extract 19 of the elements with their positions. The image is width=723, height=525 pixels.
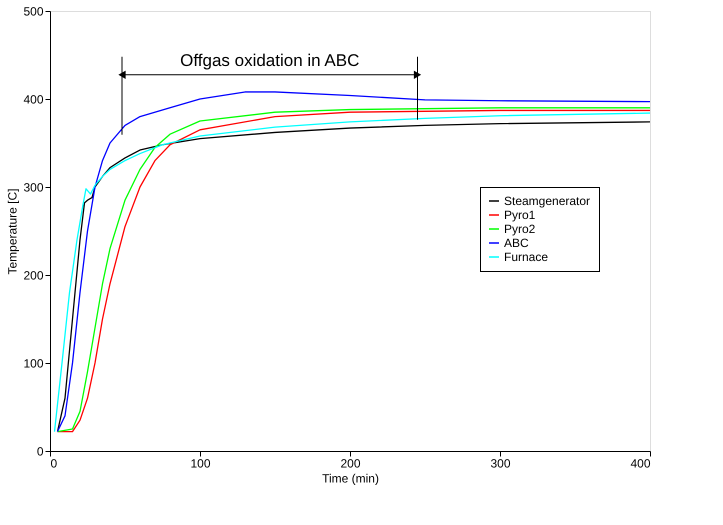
y-tick-label: 0 xyxy=(36,444,44,458)
y-tick-label: 300 xyxy=(23,180,44,194)
x-tick-label: 0 xyxy=(50,456,58,470)
legend-label: Pyro2 xyxy=(504,222,536,236)
y-tick-label: 400 xyxy=(23,92,44,106)
legend-label: ABC xyxy=(504,236,530,250)
x-tick-label: 400 xyxy=(630,456,651,470)
y-tick-label: 500 xyxy=(23,4,44,18)
legend-label: Pyro1 xyxy=(504,208,536,222)
x-tick-label: 100 xyxy=(190,456,211,470)
annotation: Offgas oxidation in ABC xyxy=(180,50,360,70)
x-axis-title: Time (min) xyxy=(322,472,379,486)
legend-label: Steamgenerator xyxy=(504,194,590,208)
y-tick-label: 200 xyxy=(23,268,44,282)
x-tick-label: 300 xyxy=(490,456,511,470)
y-tick-label: 100 xyxy=(23,356,44,370)
x-tick-label: 200 xyxy=(340,456,361,470)
y-axis-title: Temperature [C] xyxy=(5,188,20,275)
legend-label: Furnace xyxy=(504,250,548,264)
